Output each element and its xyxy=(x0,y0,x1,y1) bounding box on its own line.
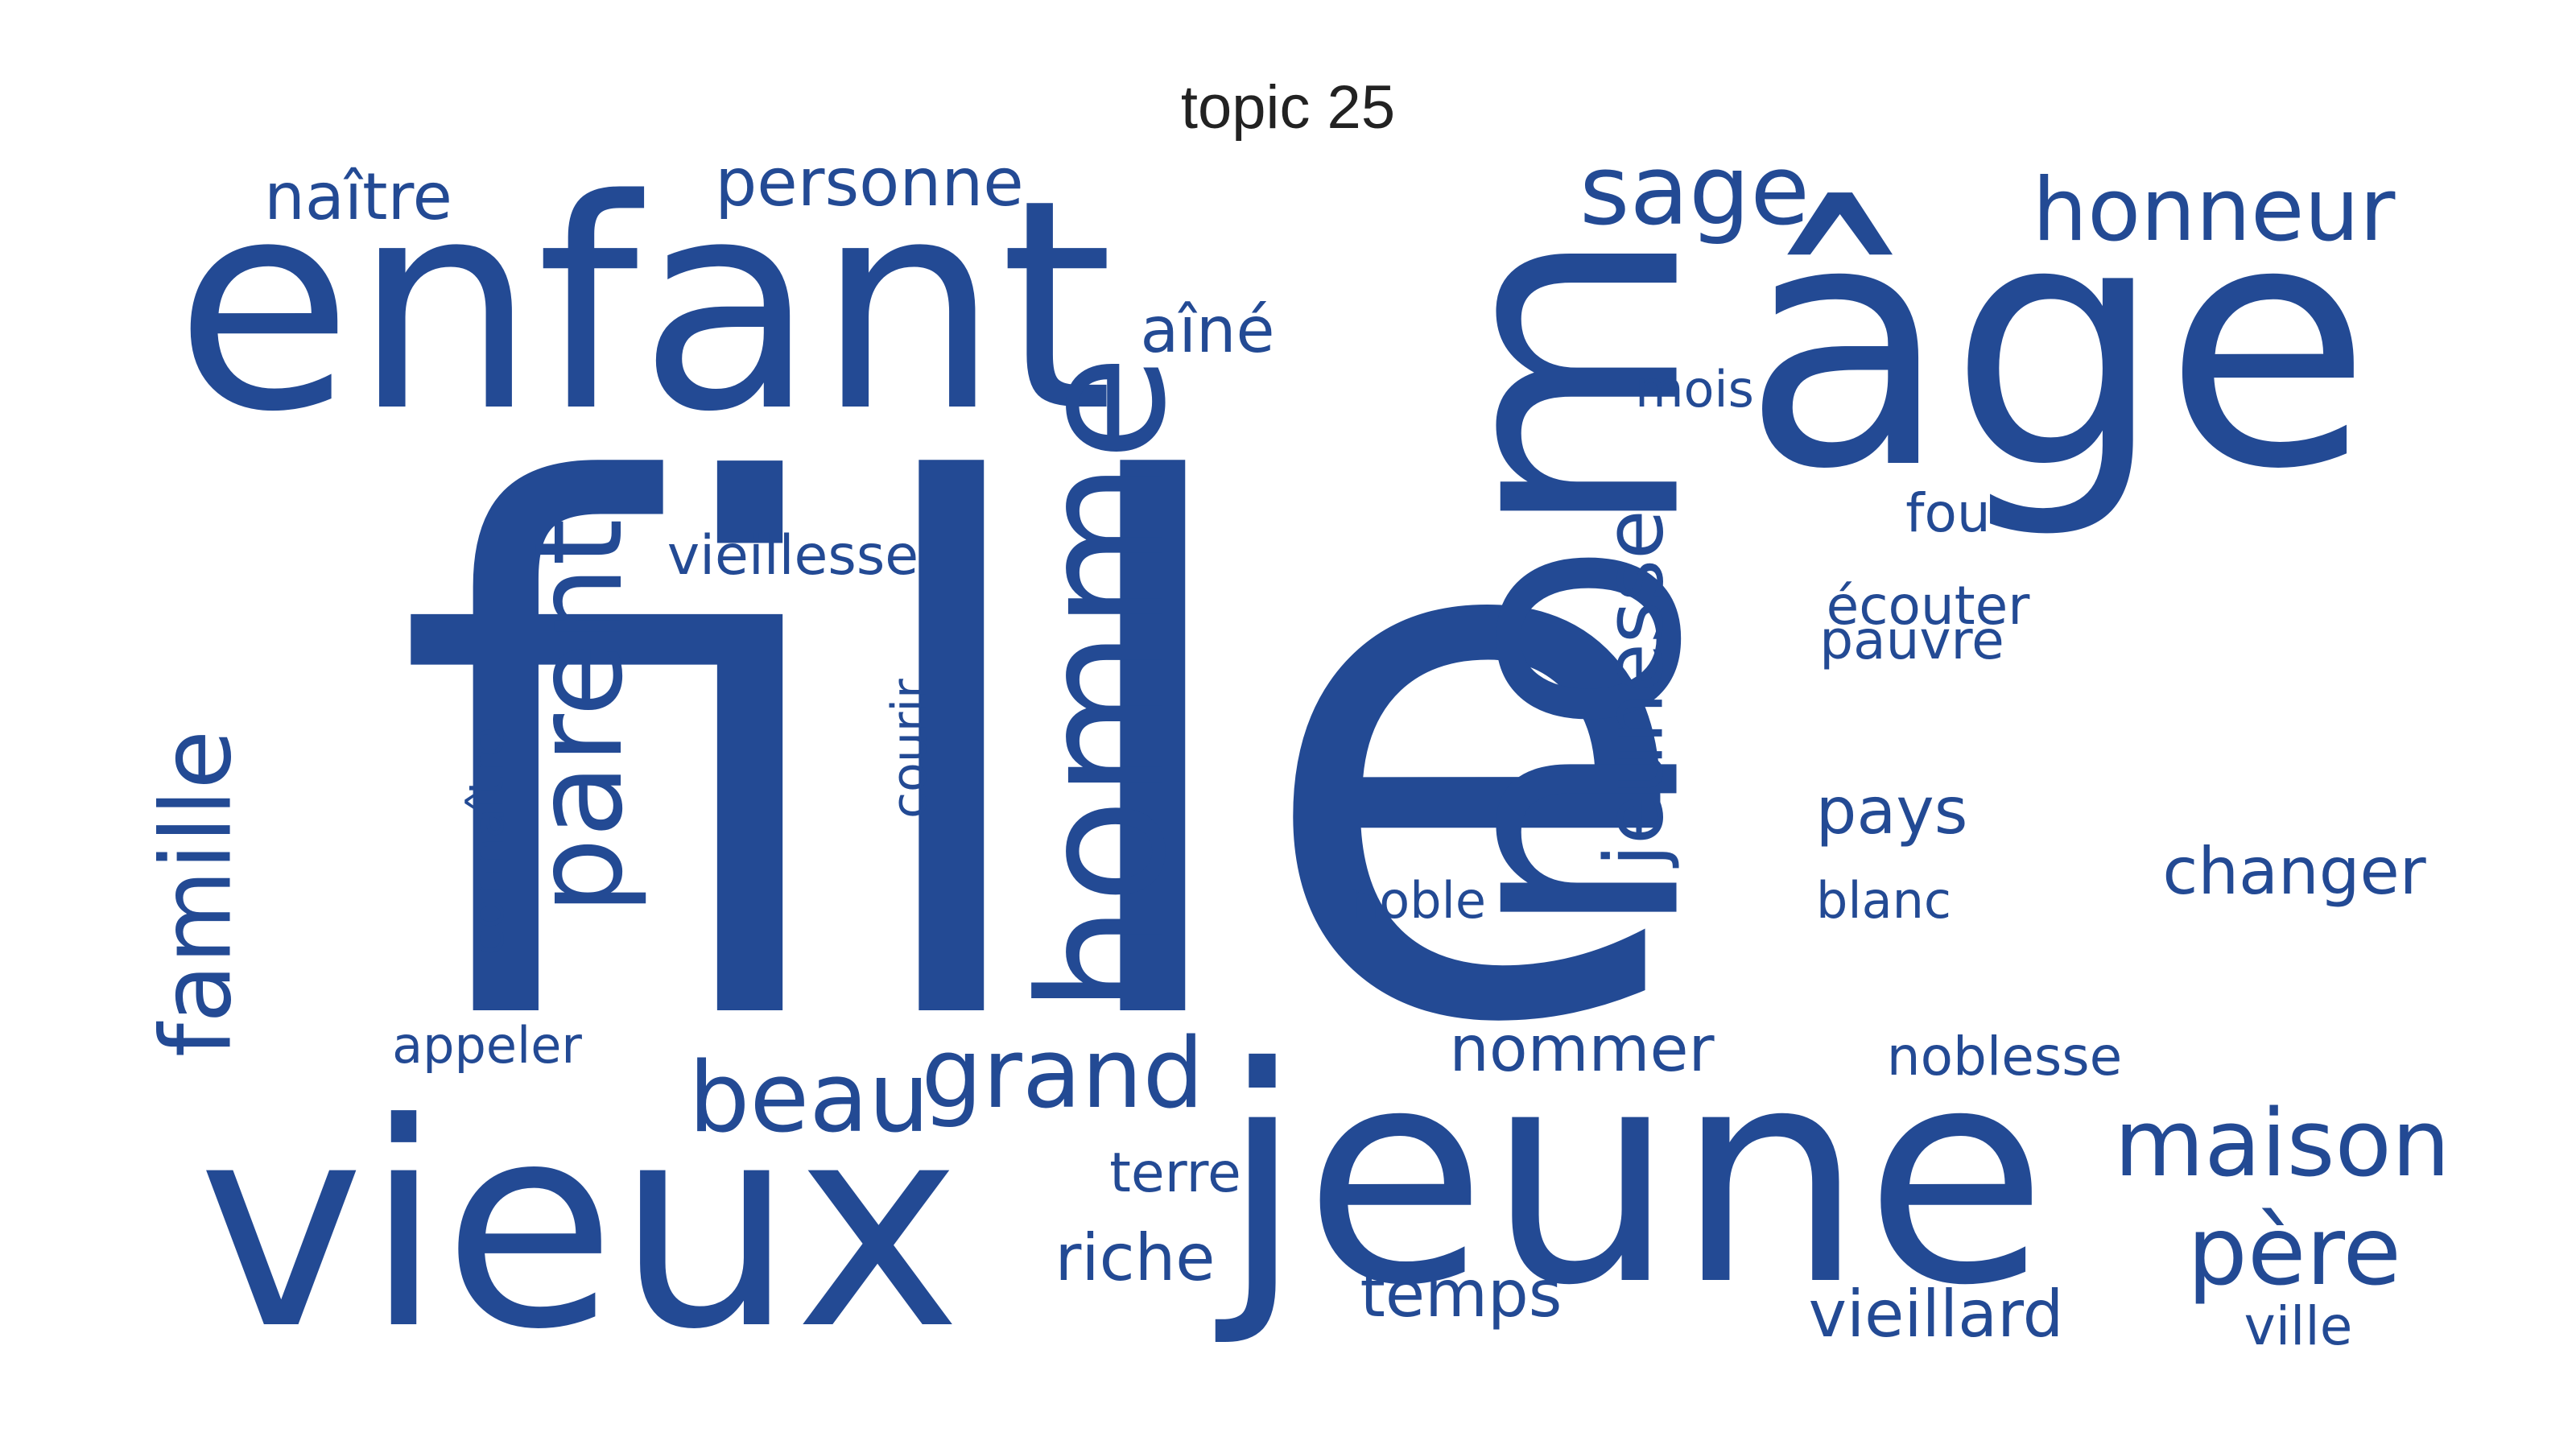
word-pauvre: pauvre xyxy=(1819,609,2004,671)
word-connaitre: connaître xyxy=(459,728,515,956)
word-honneur: honneur xyxy=(2033,160,2396,261)
word-jeune: jeune xyxy=(1212,1005,2048,1351)
word-beau: beau xyxy=(688,1042,930,1154)
word-aine: aîné xyxy=(1141,295,1275,367)
word-vieillard: vieillard xyxy=(1809,1277,2064,1352)
word-noble: noble xyxy=(1348,871,1486,930)
word-terre: terre xyxy=(1109,1141,1241,1205)
word-parent: parent xyxy=(510,518,650,914)
figure-title: topic 25 xyxy=(1180,73,1396,142)
word-enfant: enfant xyxy=(175,138,1113,475)
word-riche: riche xyxy=(1055,1220,1215,1295)
word-grand: grand xyxy=(921,1018,1203,1130)
word-appeler: appeler xyxy=(392,1016,582,1075)
word-temps: temps xyxy=(1360,1257,1563,1331)
word-naitre: naître xyxy=(264,159,452,234)
word-nom: nom xyxy=(1379,226,1753,941)
word-courir: courir xyxy=(881,679,938,819)
word-ecouter: écouter xyxy=(1827,575,2031,637)
word-mois: mois xyxy=(1635,360,1754,419)
word-fille: fille xyxy=(394,339,1699,1182)
word-age: âge xyxy=(1742,150,2372,543)
word-fou: fou xyxy=(1905,482,1990,544)
word-famille: famille xyxy=(142,730,254,1058)
word-sage: sage xyxy=(1579,135,1810,247)
word-noblesse: noblesse xyxy=(1887,1026,2122,1088)
word-jeunesse: jeunesse xyxy=(1587,510,1682,868)
word-vieux: vieux xyxy=(198,1063,962,1391)
word-changer: changer xyxy=(2162,834,2425,909)
word-personne: personne xyxy=(715,145,1024,221)
word-maison: maison xyxy=(2114,1090,2450,1198)
word-pere: père xyxy=(2187,1195,2401,1307)
word-homme: homme xyxy=(1002,355,1204,1014)
word-ville: ville xyxy=(2244,1295,2353,1357)
word-vieillesse: vieillesse xyxy=(667,524,919,588)
word-pays: pays xyxy=(1816,774,1968,848)
word-nommer: nommer xyxy=(1449,1013,1715,1086)
word-blanc: blanc xyxy=(1816,871,1951,930)
